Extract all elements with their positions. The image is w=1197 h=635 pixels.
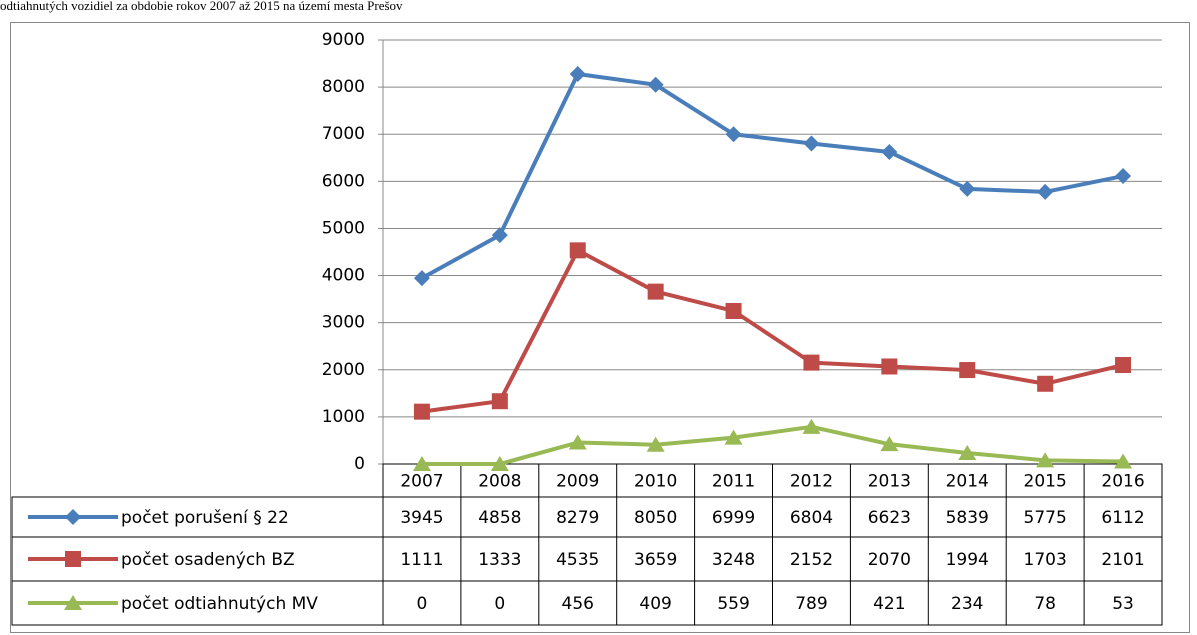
marker — [569, 65, 586, 82]
x-tick-label: 2014 — [946, 472, 989, 492]
marker — [647, 76, 664, 93]
legend-label: počet odtiahnutých MV — [121, 594, 318, 614]
marker — [1036, 452, 1055, 468]
table-value: 0 — [494, 594, 505, 614]
series-line — [421, 248, 1124, 414]
marker — [802, 418, 821, 434]
series-line — [420, 71, 1124, 280]
table-value: 4858 — [478, 508, 521, 528]
legend-label: počet osadených BZ — [121, 550, 295, 570]
table-value: 2070 — [868, 550, 911, 570]
y-tick-label: 1000 — [322, 407, 365, 427]
y-tick-label: 7000 — [322, 124, 365, 144]
x-tick-label: 2007 — [400, 472, 443, 492]
marker — [959, 180, 976, 197]
table-value: 4535 — [556, 550, 599, 570]
chart-border — [10, 22, 1190, 633]
table-value: 1111 — [400, 550, 443, 570]
marker — [958, 444, 977, 460]
y-tick-label: 5000 — [322, 218, 365, 238]
marker — [1115, 357, 1132, 374]
table-value: 5775 — [1024, 508, 1067, 528]
x-tick-label: 2012 — [790, 472, 833, 492]
table-value: 3248 — [712, 550, 755, 570]
marker — [1114, 453, 1133, 469]
series-line — [421, 424, 1124, 466]
table-value: 789 — [795, 594, 827, 614]
marker — [491, 227, 508, 244]
table-value: 559 — [717, 594, 749, 614]
chart-title: odtiahnutých vozidiel za obdobie rokov 2… — [0, 0, 403, 13]
y-tick-label: 8000 — [322, 77, 365, 97]
marker — [881, 358, 898, 375]
marker — [725, 126, 742, 143]
marker — [569, 242, 586, 259]
table-value: 53 — [1112, 594, 1134, 614]
table-value: 2152 — [790, 550, 833, 570]
table-value: 6112 — [1101, 508, 1144, 528]
table-value: 3659 — [634, 550, 677, 570]
table-value: 6804 — [790, 508, 833, 528]
marker — [724, 429, 743, 445]
table-value: 8050 — [634, 508, 677, 528]
marker — [646, 436, 665, 452]
y-tick-label: 0 — [354, 454, 365, 474]
marker — [568, 434, 587, 450]
marker — [412, 456, 431, 471]
marker — [959, 362, 976, 379]
y-tick-label: 4000 — [322, 266, 365, 286]
legend-label: počet porušení § 22 — [121, 508, 289, 528]
table-value: 78 — [1034, 594, 1056, 614]
x-tick-label: 2015 — [1024, 472, 1067, 492]
marker — [65, 551, 81, 567]
table-value: 6623 — [868, 508, 911, 528]
table-value: 2101 — [1101, 550, 1144, 570]
y-tick-label: 9000 — [322, 30, 365, 50]
marker — [1037, 183, 1054, 200]
marker — [1115, 168, 1132, 185]
table-value: 5839 — [946, 508, 989, 528]
marker — [65, 509, 81, 525]
marker — [413, 403, 430, 420]
marker — [490, 456, 509, 471]
x-tick-label: 2011 — [712, 472, 755, 492]
table-value: 234 — [951, 594, 983, 614]
x-tick-label: 2013 — [868, 472, 911, 492]
y-tick-label: 6000 — [322, 171, 365, 191]
x-tick-label: 2016 — [1101, 472, 1144, 492]
marker — [413, 270, 430, 287]
table-value: 421 — [873, 594, 905, 614]
table-value: 409 — [639, 594, 671, 614]
marker — [647, 283, 664, 300]
table-value: 8279 — [556, 508, 599, 528]
table-value: 6999 — [712, 508, 755, 528]
y-tick-label: 2000 — [322, 360, 365, 380]
table-value: 0 — [417, 594, 428, 614]
table-value: 3945 — [400, 508, 443, 528]
marker — [1037, 375, 1054, 392]
table-value: 1333 — [478, 550, 521, 570]
marker — [725, 302, 742, 319]
x-tick-label: 2008 — [478, 472, 521, 492]
marker — [881, 143, 898, 160]
table-value: 1994 — [946, 550, 989, 570]
x-tick-label: 2009 — [556, 472, 599, 492]
x-tick-label: 2010 — [634, 472, 677, 492]
marker — [803, 354, 820, 371]
table-value: 1703 — [1024, 550, 1067, 570]
marker — [803, 135, 820, 152]
marker — [491, 393, 508, 410]
table-value: 456 — [562, 594, 594, 614]
marker — [880, 436, 899, 452]
y-tick-label: 3000 — [322, 313, 365, 333]
marker — [64, 595, 82, 610]
